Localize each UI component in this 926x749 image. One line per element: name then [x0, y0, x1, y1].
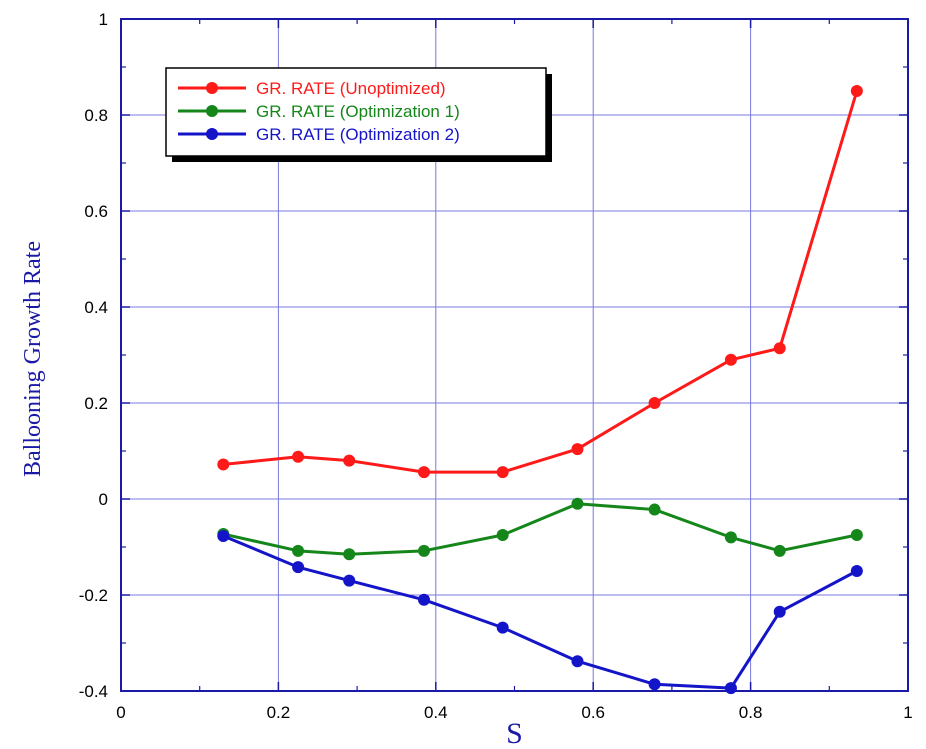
y-axis-title: Ballooning Growth Rate [20, 241, 46, 477]
data-point [343, 454, 356, 467]
data-point [850, 565, 863, 577]
data-point [773, 544, 786, 557]
y-tick-label: 0.6 [84, 202, 108, 221]
legend-swatch-marker [206, 105, 218, 117]
data-point [292, 544, 305, 557]
data-point [571, 655, 584, 668]
y-tick-labels: -0.4 -0.2 0 0.2 0.4 0.6 0.8 1 [79, 10, 108, 701]
y-tick-label: 0.8 [84, 106, 108, 125]
x-tick-label: 0 [116, 703, 125, 722]
data-point [850, 529, 863, 541]
data-point [496, 466, 509, 479]
data-point [648, 503, 661, 516]
y-tick-label: 0.4 [84, 298, 108, 317]
y-tick-label: -0.2 [79, 586, 108, 605]
data-point [217, 458, 230, 471]
x-tick-label: 1 [903, 703, 912, 722]
data-point [773, 342, 786, 355]
axis-tick-marks [120, 18, 909, 692]
series-line [223, 90, 859, 474]
data-point [292, 450, 305, 463]
data-point [417, 593, 430, 606]
series-1 [217, 85, 863, 479]
legend: GR. RATE (Unoptimized) GR. RATE (Optimiza… [165, 67, 552, 162]
data-point [343, 574, 356, 587]
x-axis-title: S [506, 717, 523, 749]
legend-label: GR. RATE (Optimization 1) [256, 102, 460, 121]
data-point [648, 397, 661, 409]
series-2 [217, 497, 863, 561]
data-point [724, 353, 737, 366]
data-point [773, 605, 786, 618]
x-tick-label: 0.6 [581, 703, 605, 722]
data-point [343, 548, 356, 561]
legend-label: GR. RATE (Unoptimized) [256, 79, 446, 98]
y-tick-label: 0.2 [84, 394, 108, 413]
data-point [724, 531, 737, 544]
data-point [292, 561, 305, 574]
y-tick-label: 0 [99, 490, 108, 509]
data-point [417, 466, 430, 479]
series-line [222, 502, 858, 556]
x-tick-label: 0.4 [424, 703, 448, 722]
data-point [496, 529, 509, 541]
data-point [496, 621, 509, 634]
data-point [417, 544, 430, 557]
x-tick-labels: 0 0.2 0.4 0.6 0.8 1 [116, 703, 912, 722]
legend-label: GR. RATE (Optimization 2) [256, 125, 460, 144]
data-point [571, 497, 584, 510]
data-point [571, 443, 584, 456]
legend-swatch-marker [206, 128, 218, 140]
data-point [724, 682, 737, 695]
data-point [217, 529, 230, 542]
y-tick-label: -0.4 [79, 682, 108, 701]
x-tick-label: 0.8 [739, 703, 763, 722]
series-line [222, 534, 858, 690]
y-tick-label: 1 [99, 10, 108, 29]
x-tick-label: 0.2 [267, 703, 291, 722]
series-3 [217, 529, 863, 695]
data-point [648, 678, 661, 691]
legend-swatch-marker [206, 82, 218, 94]
series-layer [217, 85, 863, 695]
data-point [850, 85, 863, 97]
